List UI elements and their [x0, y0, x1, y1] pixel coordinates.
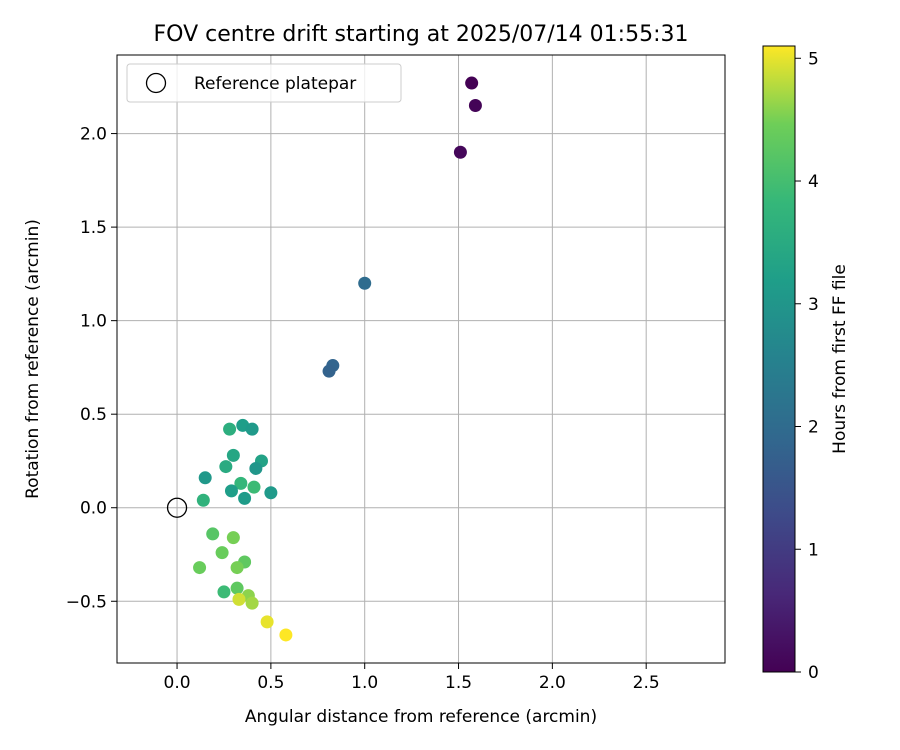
data-point	[264, 486, 278, 500]
data-points	[193, 76, 482, 642]
colorbar-tick-label: 0	[808, 663, 819, 683]
legend-label: Reference platepar	[194, 74, 356, 94]
data-point	[193, 561, 207, 575]
data-point	[232, 592, 246, 606]
data-point	[358, 276, 372, 290]
y-tick-label: −0.5	[66, 592, 107, 612]
data-point	[234, 476, 248, 490]
data-point	[198, 471, 212, 485]
data-point	[230, 581, 244, 595]
data-point	[245, 422, 259, 436]
data-point	[217, 585, 231, 599]
reference-platepar-marker	[166, 497, 188, 518]
data-point	[245, 596, 259, 610]
x-axis-label: Angular distance from reference (arcmin)	[245, 707, 597, 727]
data-point	[215, 546, 229, 560]
colorbar-label: Hours from first FF file	[830, 264, 850, 454]
data-point	[223, 422, 237, 436]
colorbar-tick-label: 3	[808, 295, 819, 315]
colorbar-tick-label: 1	[808, 540, 819, 560]
legend: Reference platepar	[126, 63, 402, 103]
data-point	[219, 460, 233, 474]
colorbar: 0 1 2 3 4 5 Hours from first FF file	[762, 45, 850, 683]
data-point	[224, 484, 238, 498]
x-tick-label: 2.0	[539, 673, 566, 693]
x-tick-label: 0.0	[164, 673, 191, 693]
x-tick-label: 0.5	[257, 673, 284, 693]
legend-box	[126, 63, 402, 103]
data-point	[249, 461, 263, 475]
data-point	[230, 561, 244, 575]
data-point	[206, 527, 220, 541]
chart-title: FOV centre drift starting at 2025/07/14 …	[154, 22, 689, 47]
colorbar-tick-label: 2	[808, 418, 819, 438]
data-point	[260, 615, 274, 629]
data-point	[322, 364, 336, 378]
y-tick-label: 1.5	[80, 218, 107, 238]
plot-frame	[116, 54, 726, 664]
data-point	[226, 448, 240, 462]
axes: 0.0 0.5 1.0 1.5 2.0 2.5 −0.5 0.0 0.5 1.0 1.5 2.0	[66, 125, 660, 693]
reference-marker-layer	[166, 497, 188, 518]
data-point	[196, 493, 210, 507]
colorbar-frame	[762, 45, 796, 673]
colorbar-gradient	[763, 46, 795, 672]
x-tick-label: 1.0	[351, 673, 378, 693]
legend-reference-marker	[145, 72, 167, 94]
data-point	[279, 628, 293, 642]
data-point	[468, 99, 482, 113]
data-point	[226, 531, 240, 545]
data-point	[238, 491, 252, 505]
colorbar-tick-label: 5	[808, 49, 819, 69]
data-point	[465, 76, 479, 90]
data-point	[453, 145, 467, 159]
y-tick-label: 2.0	[80, 125, 107, 145]
data-point	[247, 480, 261, 494]
y-axis-label: Rotation from reference (arcmin)	[23, 219, 43, 499]
y-tick-label: 0.0	[80, 499, 107, 519]
colorbar-tick-label: 4	[808, 172, 819, 192]
y-tick-label: 0.5	[80, 405, 107, 425]
x-tick-label: 1.5	[445, 673, 472, 693]
x-tick-label: 2.5	[633, 673, 660, 693]
colorbar-ticks: 0 1 2 3 4 5	[795, 49, 819, 683]
y-tick-label: 1.0	[80, 312, 107, 332]
grid	[117, 55, 725, 663]
